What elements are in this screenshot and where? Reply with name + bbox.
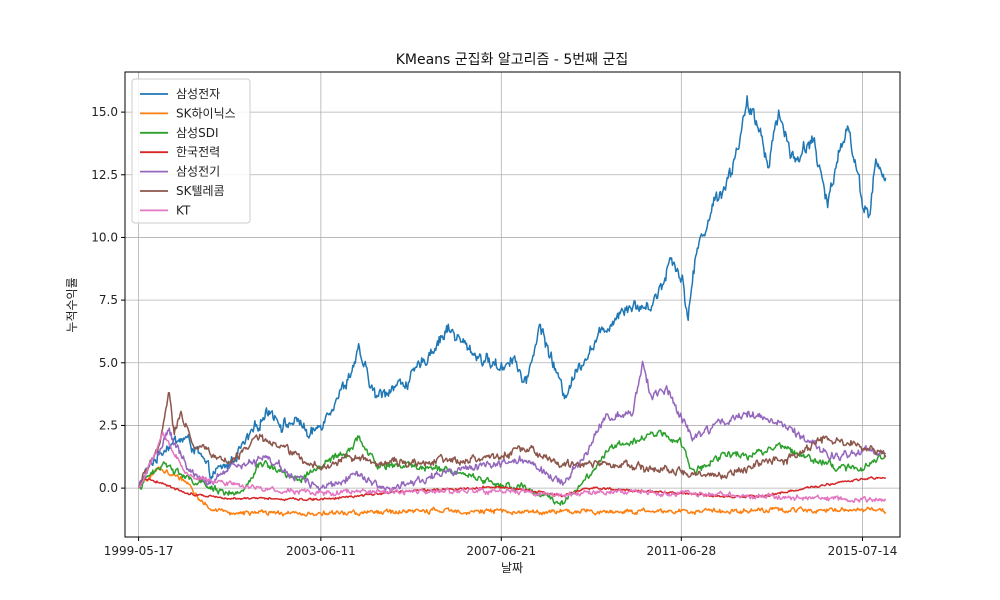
ticks: 1999-05-17 2003-06-11 2007-06-21 2011-06-28… bbox=[91, 105, 897, 558]
legend-label-3: 한국전력 bbox=[176, 145, 220, 159]
x-tick-label: 2015-07-14 bbox=[828, 544, 898, 558]
y-tick-label: 2.5 bbox=[99, 418, 118, 432]
grid bbox=[125, 72, 900, 537]
legend-label-2: 삼성SDI bbox=[176, 126, 218, 140]
y-tick-label: 12.5 bbox=[91, 168, 118, 182]
chart-title: KMeans 군집화 알고리즘 - 5번째 군집 bbox=[396, 52, 629, 68]
y-tick-label: 5.0 bbox=[99, 356, 118, 370]
x-tick-label: 2007-06-21 bbox=[466, 544, 536, 558]
series-line-5 bbox=[138, 391, 887, 489]
x-tick-label: 2003-06-11 bbox=[286, 544, 356, 558]
x-tick-label: 2011-06-28 bbox=[646, 544, 716, 558]
legend-box bbox=[131, 78, 251, 224]
legend-label-0: 삼성전자 bbox=[176, 87, 220, 101]
x-tick-label: 1999-05-17 bbox=[104, 544, 174, 558]
y-axis-label: 누적수익률 bbox=[65, 277, 79, 332]
y-tick-label: 0.0 bbox=[99, 481, 118, 495]
x-axis-label: 날짜 bbox=[501, 561, 523, 575]
legend-label-1: SK하이닉스 bbox=[176, 106, 236, 120]
plot-frame bbox=[124, 71, 901, 538]
series-line-1 bbox=[137, 466, 887, 517]
legend-label-4: 삼성전기 bbox=[176, 165, 220, 179]
series-line-0 bbox=[137, 95, 887, 489]
legend-label-6: KT bbox=[176, 203, 191, 217]
legend-label-5: SK텔레콤 bbox=[176, 184, 225, 198]
series-line-4 bbox=[137, 360, 887, 494]
y-tick-label: 10.0 bbox=[91, 230, 118, 244]
y-tick-label: 7.5 bbox=[99, 293, 118, 307]
series-line-6 bbox=[137, 431, 887, 503]
y-tick-label: 15.0 bbox=[91, 105, 118, 119]
series-layer bbox=[137, 95, 887, 517]
